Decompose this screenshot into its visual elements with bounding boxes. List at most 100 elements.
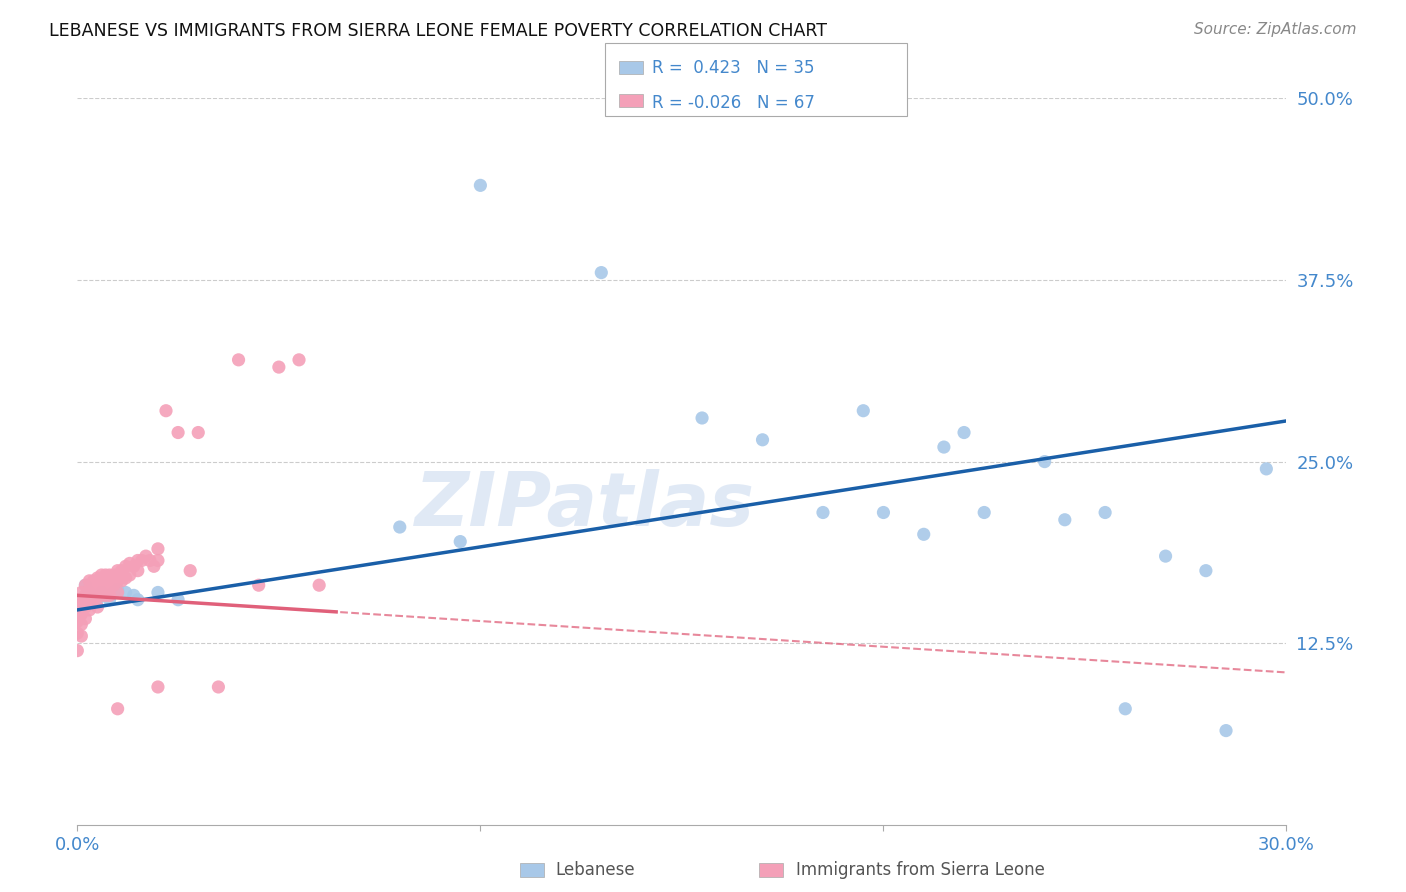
Point bbox=[122, 559, 145, 574]
Point bbox=[79, 592, 101, 607]
Point bbox=[103, 568, 125, 582]
Point bbox=[179, 564, 201, 578]
Point bbox=[1256, 462, 1278, 476]
Point bbox=[247, 578, 270, 592]
Point bbox=[94, 588, 117, 602]
Point bbox=[107, 702, 129, 716]
Point bbox=[912, 527, 935, 541]
Point bbox=[107, 574, 129, 588]
Point bbox=[70, 607, 93, 622]
Point bbox=[111, 564, 134, 578]
Text: Immigrants from Sierra Leone: Immigrants from Sierra Leone bbox=[796, 861, 1045, 879]
Point bbox=[82, 592, 104, 607]
Point bbox=[1053, 513, 1076, 527]
Point bbox=[98, 568, 121, 582]
Point bbox=[107, 582, 129, 597]
Point bbox=[932, 440, 955, 454]
Point bbox=[114, 585, 136, 599]
Point bbox=[1195, 564, 1218, 578]
Point bbox=[86, 571, 108, 585]
Point bbox=[146, 585, 169, 599]
Point bbox=[155, 403, 177, 417]
Point bbox=[690, 411, 713, 425]
Point bbox=[167, 592, 190, 607]
Point bbox=[449, 534, 471, 549]
Point bbox=[86, 592, 108, 607]
Point bbox=[142, 559, 165, 574]
Point bbox=[1114, 702, 1136, 716]
Point bbox=[79, 603, 101, 617]
Point bbox=[86, 588, 108, 602]
Point bbox=[86, 580, 108, 594]
Point bbox=[146, 553, 169, 567]
Point bbox=[103, 578, 125, 592]
Point bbox=[146, 541, 169, 556]
Point bbox=[388, 520, 411, 534]
Point bbox=[591, 266, 613, 280]
Point bbox=[118, 557, 141, 571]
Text: ZIPatlas: ZIPatlas bbox=[415, 468, 755, 541]
Point bbox=[79, 585, 101, 599]
Point bbox=[90, 585, 112, 599]
Point bbox=[86, 600, 108, 615]
Point bbox=[98, 592, 121, 607]
Point bbox=[66, 592, 89, 607]
Point bbox=[288, 352, 311, 367]
Point bbox=[90, 588, 112, 602]
Point bbox=[811, 506, 834, 520]
Point bbox=[470, 178, 492, 193]
Text: R =  0.423   N = 35: R = 0.423 N = 35 bbox=[652, 60, 815, 78]
Point bbox=[70, 617, 93, 632]
Point bbox=[114, 571, 136, 585]
Point bbox=[973, 506, 995, 520]
Point bbox=[114, 559, 136, 574]
Point bbox=[111, 574, 134, 588]
Point bbox=[94, 578, 117, 592]
Point bbox=[90, 568, 112, 582]
Point bbox=[94, 588, 117, 602]
Point bbox=[103, 585, 125, 599]
Point bbox=[1154, 549, 1177, 563]
Point bbox=[308, 578, 330, 592]
Point bbox=[70, 629, 93, 643]
Point bbox=[75, 588, 97, 602]
Text: Lebanese: Lebanese bbox=[555, 861, 636, 879]
Point bbox=[852, 403, 875, 417]
Point bbox=[207, 680, 229, 694]
Point bbox=[90, 578, 112, 592]
Point bbox=[98, 588, 121, 602]
Point bbox=[953, 425, 976, 440]
Point bbox=[66, 603, 89, 617]
Point bbox=[75, 578, 97, 592]
Point bbox=[127, 592, 149, 607]
Point bbox=[66, 626, 89, 640]
Point bbox=[66, 643, 89, 657]
Point bbox=[82, 588, 104, 602]
Point bbox=[107, 564, 129, 578]
Point bbox=[139, 553, 162, 567]
Point bbox=[167, 425, 190, 440]
Point bbox=[107, 585, 129, 599]
Point bbox=[146, 680, 169, 694]
Point bbox=[79, 582, 101, 597]
Point bbox=[187, 425, 209, 440]
Point bbox=[82, 574, 104, 588]
Point bbox=[75, 612, 97, 626]
Point bbox=[94, 568, 117, 582]
Point bbox=[82, 582, 104, 597]
Point bbox=[70, 585, 93, 599]
Point bbox=[79, 574, 101, 588]
Point bbox=[118, 568, 141, 582]
Point bbox=[135, 549, 157, 563]
Point bbox=[75, 600, 97, 615]
Point bbox=[872, 506, 894, 520]
Point bbox=[131, 553, 153, 567]
Text: LEBANESE VS IMMIGRANTS FROM SIERRA LEONE FEMALE POVERTY CORRELATION CHART: LEBANESE VS IMMIGRANTS FROM SIERRA LEONE… bbox=[49, 22, 827, 40]
Point bbox=[127, 553, 149, 567]
Text: R = -0.026   N = 67: R = -0.026 N = 67 bbox=[652, 94, 815, 112]
Point bbox=[228, 352, 250, 367]
Point bbox=[122, 588, 145, 602]
Point bbox=[75, 578, 97, 592]
Point bbox=[66, 615, 89, 629]
Point bbox=[751, 433, 773, 447]
